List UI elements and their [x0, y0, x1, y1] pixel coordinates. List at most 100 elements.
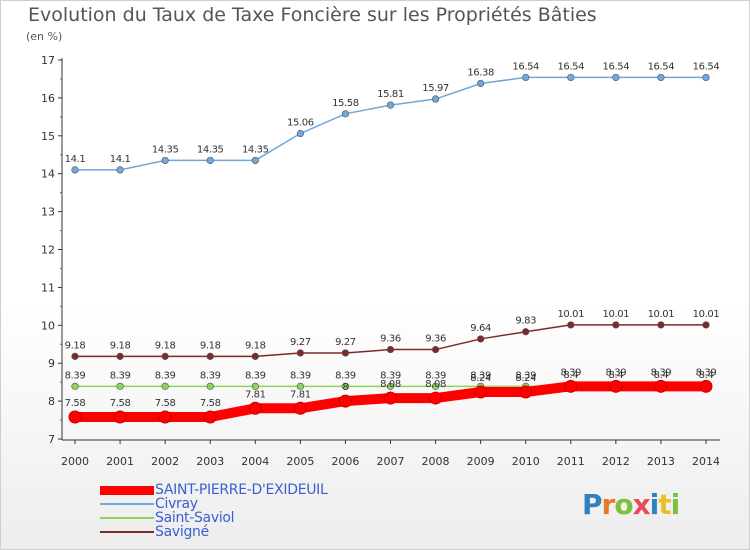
- data-label: 8.39: [425, 370, 446, 381]
- data-point: [206, 382, 214, 390]
- data-label: 8.4: [699, 370, 714, 381]
- data-point: [203, 410, 217, 424]
- data-point: [612, 321, 620, 329]
- x-tick-label: 2002: [151, 455, 179, 468]
- data-point: [116, 382, 124, 390]
- data-point: [341, 349, 350, 357]
- y-tick-label: 17: [41, 54, 55, 67]
- data-label: 14.1: [65, 154, 86, 165]
- data-point: [612, 73, 620, 82]
- data-label: 15.81: [377, 89, 404, 100]
- data-label: 7.81: [245, 389, 266, 400]
- y-tick-label: 12: [41, 244, 55, 257]
- data-point: [293, 401, 307, 415]
- data-point: [338, 394, 352, 408]
- x-tick-label: 2014: [692, 455, 720, 468]
- data-point: [477, 79, 485, 88]
- legend-swatch: [100, 517, 154, 519]
- data-point: [113, 410, 127, 424]
- data-label: 8.08: [425, 379, 446, 390]
- data-point: [431, 95, 440, 103]
- y-axis-unit: (en %): [26, 30, 63, 43]
- data-label: 9.36: [380, 334, 401, 345]
- data-label: 14.35: [242, 144, 269, 155]
- data-label: 16.54: [557, 61, 584, 72]
- data-label: 9.18: [65, 340, 86, 351]
- data-point: [522, 328, 530, 336]
- data-label: 8.39: [290, 370, 311, 381]
- data-label: 7.58: [155, 398, 176, 409]
- x-tick-label: 2004: [241, 455, 269, 468]
- x-tick-label: 2000: [61, 455, 89, 468]
- data-point: [71, 382, 79, 390]
- data-label: 16.54: [648, 61, 675, 72]
- y-tick-label: 13: [41, 206, 55, 219]
- data-label: 10.01: [603, 309, 630, 320]
- legend-swatch: [100, 503, 154, 505]
- data-point: [567, 73, 575, 82]
- logo-letter: o: [614, 488, 633, 521]
- data-point: [68, 410, 82, 424]
- data-label: 9.27: [335, 337, 356, 348]
- data-label: 7.58: [200, 398, 221, 409]
- logo-letter: t: [658, 488, 671, 521]
- data-point: [71, 352, 79, 360]
- data-point: [161, 156, 169, 165]
- data-point: [251, 156, 259, 165]
- logo-letter: x: [632, 488, 651, 521]
- logo-letter: i: [649, 488, 660, 521]
- y-tick-label: 16: [41, 92, 55, 105]
- data-label: 15.06: [287, 118, 314, 129]
- legend-label: Savigné: [155, 524, 209, 540]
- data-label: 8.39: [245, 370, 266, 381]
- data-point: [657, 321, 665, 329]
- data-point: [431, 382, 440, 390]
- data-label: 8.39: [155, 370, 176, 381]
- data-label: 9.83: [515, 316, 536, 327]
- data-point: [71, 166, 79, 174]
- data-label: 9.18: [155, 340, 176, 351]
- data-label: 8: [342, 382, 348, 393]
- data-point: [386, 382, 395, 390]
- y-tick-label: 9: [48, 357, 55, 370]
- data-point: [161, 382, 169, 390]
- data-label: 8.4: [654, 370, 669, 381]
- data-point: [251, 352, 259, 360]
- data-label: 8.39: [200, 370, 221, 381]
- logo-letter: P: [582, 488, 603, 521]
- data-point: [341, 382, 350, 390]
- data-point: [384, 391, 397, 405]
- data-label: 8.4: [608, 370, 623, 381]
- y-tick-label: 7: [48, 433, 55, 446]
- legend-label: Saint-Saviol: [155, 510, 235, 526]
- x-tick-label: 2010: [512, 455, 540, 468]
- data-point: [657, 73, 665, 82]
- data-label: 14.35: [152, 144, 179, 155]
- data-point: [206, 352, 214, 360]
- data-label: 8.24: [470, 373, 491, 384]
- legend-label: SAINT-PIERRE-D'EXIDEUIL: [155, 482, 328, 498]
- data-point: [296, 382, 304, 390]
- data-point: [248, 401, 262, 415]
- data-point: [567, 321, 575, 329]
- data-point: [702, 73, 710, 82]
- data-label: 7.58: [65, 398, 86, 409]
- legend-swatch: [100, 486, 154, 495]
- data-point: [158, 410, 172, 424]
- data-label: 9.36: [425, 334, 446, 345]
- data-label: 8.24: [515, 373, 536, 384]
- data-label: 8.39: [515, 370, 536, 381]
- data-point: [386, 101, 395, 109]
- data-point: [564, 379, 578, 393]
- data-label: 8.39: [380, 370, 401, 381]
- data-point: [429, 391, 443, 405]
- data-label: 8.39: [110, 370, 131, 381]
- data-point: [522, 73, 530, 82]
- data-label: 9.18: [200, 340, 221, 351]
- data-point: [519, 385, 533, 399]
- data-point: [161, 352, 169, 360]
- data-label: 7.58: [110, 398, 131, 409]
- data-label: 10.01: [693, 309, 720, 320]
- data-label: 8.39: [65, 370, 86, 381]
- x-tick-label: 2009: [467, 455, 495, 468]
